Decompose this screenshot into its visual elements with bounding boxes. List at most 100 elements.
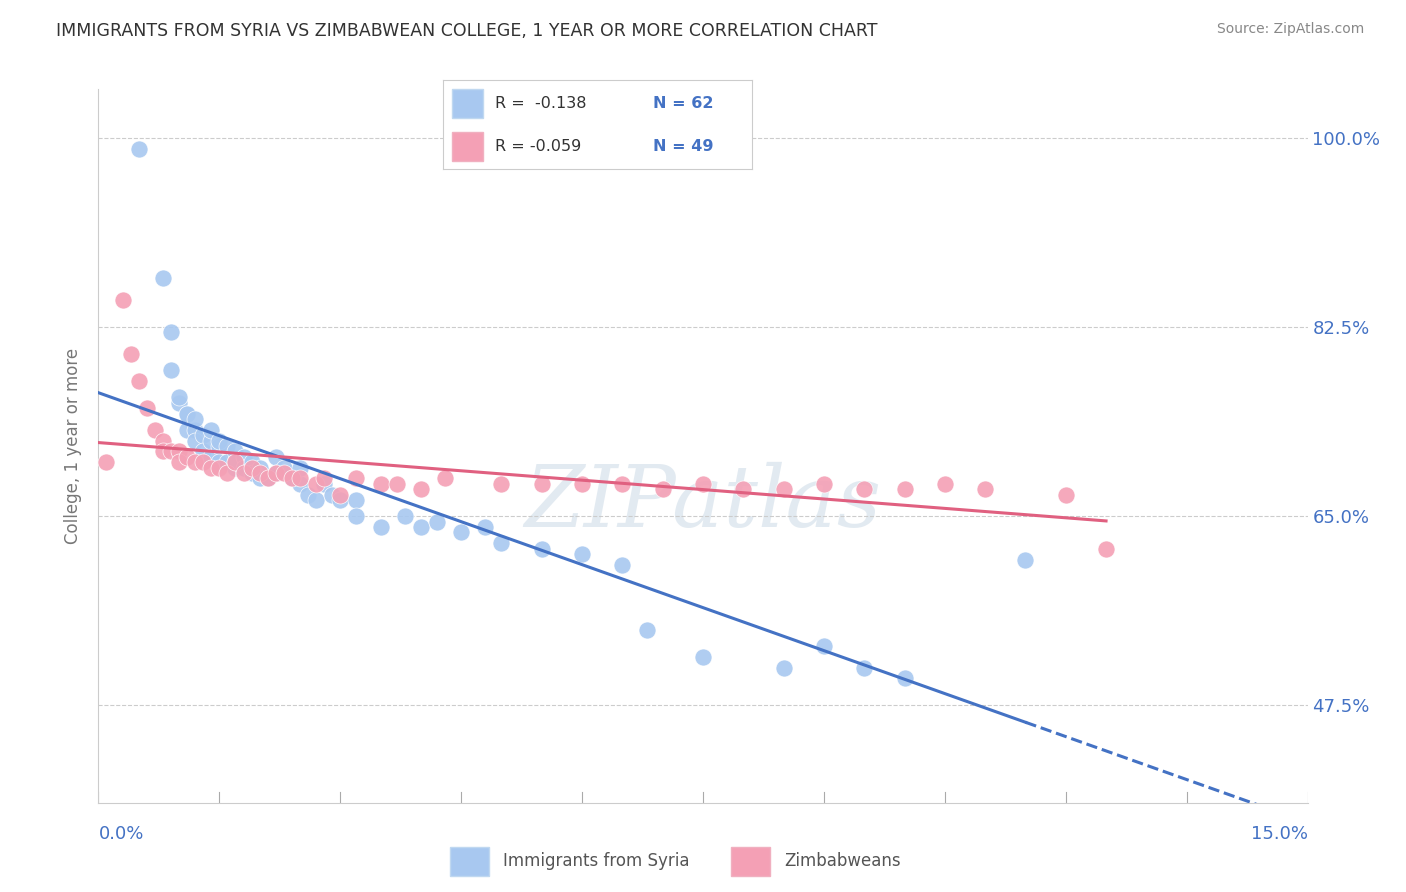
Point (974, 482, 997, 496)
Point (288, 476, 311, 491)
Text: ZIPatlas: ZIPatlas (524, 462, 882, 544)
Point (651, 482, 673, 496)
Point (193, 428, 215, 442)
FancyBboxPatch shape (453, 132, 484, 161)
Point (200, 434, 222, 448)
Point (232, 466, 254, 480)
Point (224, 460, 246, 475)
Point (135, 401, 157, 416)
Point (167, 444, 190, 458)
Point (193, 444, 215, 458)
Text: Zimbabweans: Zimbabweans (785, 852, 901, 870)
FancyBboxPatch shape (453, 89, 484, 118)
Point (305, 493, 328, 508)
Point (224, 455, 246, 469)
Point (1095, 541, 1118, 556)
Point (692, 649, 714, 664)
Text: IMMIGRANTS FROM SYRIA VS ZIMBABWEAN COLLEGE, 1 YEAR OR MORE CORRELATION CHART: IMMIGRANTS FROM SYRIA VS ZIMBABWEAN COLL… (56, 22, 877, 40)
Point (612, 476, 634, 491)
Point (200, 450, 222, 464)
Point (853, 660, 876, 674)
Point (249, 460, 271, 475)
Point (193, 455, 215, 469)
Point (329, 493, 352, 508)
FancyBboxPatch shape (450, 847, 489, 876)
Point (224, 444, 246, 458)
Point (176, 407, 198, 421)
Point (491, 476, 513, 491)
Point (249, 471, 271, 485)
Point (314, 471, 336, 485)
Point (692, 476, 714, 491)
Point (217, 455, 239, 469)
Point (200, 423, 222, 437)
Point (167, 455, 190, 469)
Point (893, 672, 915, 686)
FancyBboxPatch shape (731, 847, 770, 876)
Text: R =  -0.138: R = -0.138 (495, 96, 586, 111)
Point (1014, 552, 1036, 566)
Point (264, 450, 287, 464)
Point (208, 434, 231, 448)
Point (321, 488, 343, 502)
Point (264, 466, 287, 480)
Point (370, 476, 392, 491)
Point (288, 460, 311, 475)
Point (176, 423, 198, 437)
Point (530, 476, 553, 491)
Point (232, 450, 254, 464)
Point (152, 271, 174, 285)
Point (128, 142, 150, 156)
Text: R = -0.059: R = -0.059 (495, 139, 582, 153)
Point (853, 482, 876, 496)
Point (474, 520, 496, 534)
Point (571, 476, 593, 491)
Point (288, 471, 311, 485)
Point (128, 374, 150, 388)
Point (273, 466, 295, 480)
Point (160, 326, 183, 340)
Point (184, 434, 207, 448)
Point (314, 476, 336, 491)
Point (450, 525, 472, 540)
Point (434, 471, 457, 485)
Point (96, 455, 118, 469)
Point (249, 466, 271, 480)
Point (176, 450, 198, 464)
Point (733, 482, 755, 496)
Text: N = 49: N = 49 (654, 139, 714, 153)
Point (208, 455, 231, 469)
Text: 15.0%: 15.0% (1250, 825, 1308, 843)
Point (297, 488, 319, 502)
Point (273, 460, 295, 475)
Point (184, 423, 207, 437)
Point (176, 407, 198, 421)
Point (200, 460, 222, 475)
Point (344, 471, 367, 485)
Point (160, 444, 183, 458)
Point (636, 623, 658, 637)
Point (385, 476, 408, 491)
Point (409, 482, 432, 496)
Point (232, 460, 254, 475)
Text: Source: ZipAtlas.com: Source: ZipAtlas.com (1216, 22, 1364, 37)
Point (370, 520, 392, 534)
Point (1054, 488, 1077, 502)
Point (394, 509, 416, 524)
Point (167, 396, 190, 410)
Point (571, 547, 593, 561)
Point (217, 466, 239, 480)
Point (152, 434, 174, 448)
Point (240, 455, 263, 469)
Point (491, 536, 513, 550)
Text: 0.0%: 0.0% (98, 825, 143, 843)
Point (281, 471, 304, 485)
Point (184, 412, 207, 426)
Point (426, 515, 449, 529)
Point (152, 444, 174, 458)
Point (772, 660, 794, 674)
Point (256, 471, 278, 485)
Point (160, 363, 183, 377)
Point (224, 455, 246, 469)
Point (893, 482, 915, 496)
